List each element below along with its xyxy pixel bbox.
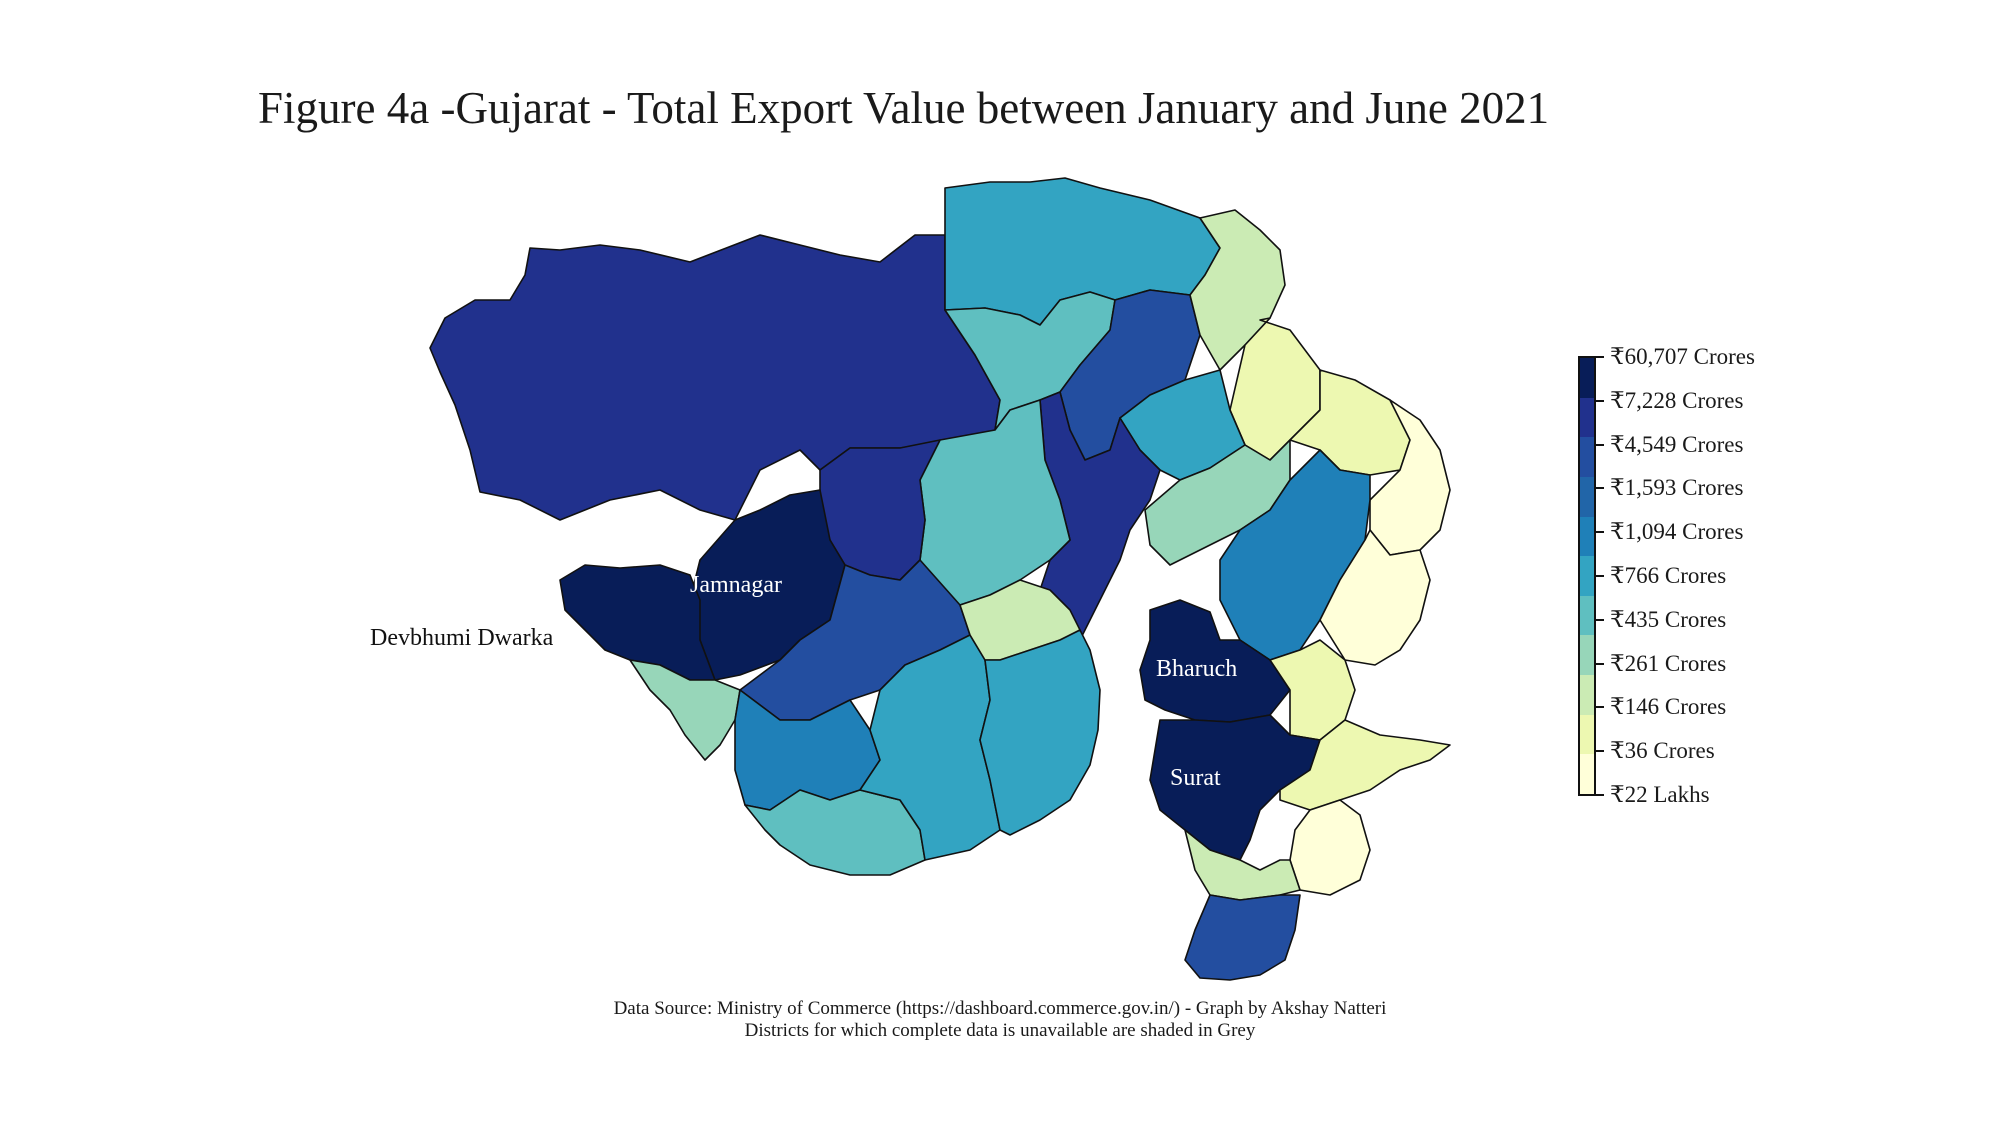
legend-swatch — [1580, 358, 1594, 398]
footer: Data Source: Ministry of Commerce (https… — [0, 998, 2000, 1042]
legend-label: ₹261 Crores — [1610, 650, 1727, 676]
legend-tick — [1596, 794, 1604, 796]
legend-swatch — [1580, 397, 1594, 438]
legend-swatch — [1580, 437, 1594, 477]
district-dang — [1289, 799, 1371, 896]
legend-label: ₹4,549 Crores — [1610, 431, 1744, 457]
map-title: Figure 4a -Gujarat - Total Export Value … — [258, 83, 1550, 133]
legend-label: ₹435 Crores — [1610, 606, 1727, 632]
legend-tick — [1596, 706, 1604, 709]
legend-swatch — [1580, 714, 1594, 755]
legend-label: ₹36 Crores — [1610, 738, 1715, 764]
legend-swatch — [1580, 476, 1594, 517]
district-narmada — [1269, 639, 1356, 741]
district-bhavnagar — [979, 629, 1101, 836]
legend-tick — [1596, 575, 1604, 577]
unavailable-data-note: Districts for which complete data is una… — [744, 1020, 1256, 1041]
legend-label: ₹1,094 Crores — [1610, 519, 1744, 545]
legend-tick — [1596, 487, 1604, 490]
legend-label: ₹146 Crores — [1610, 694, 1727, 720]
legend-tick — [1596, 662, 1604, 665]
legend-label: ₹60,707 Crores — [1610, 344, 1755, 369]
legend-label: ₹1,593 Crores — [1610, 475, 1744, 501]
data-source-note: Data Source: Ministry of Commerce (https… — [613, 998, 1387, 1019]
legend-tick — [1596, 531, 1604, 534]
map-label-jamnagar: Jamnagar — [690, 572, 782, 598]
map-label-bharuch: Bharuch — [1156, 656, 1237, 682]
district-navsari — [1184, 829, 1301, 901]
district-valsad — [1184, 894, 1301, 981]
district-tapi — [1279, 719, 1451, 811]
legend-swatch — [1580, 635, 1594, 676]
map-label-devbhumi-dwarka: Devbhumi Dwarka — [370, 625, 554, 651]
legend-label: ₹7,228 Crores — [1610, 387, 1744, 413]
map-label-surat: Surat — [1170, 765, 1221, 791]
legend-tick — [1596, 750, 1604, 753]
legend-swatch — [1580, 516, 1594, 557]
district-porbandar — [629, 659, 741, 761]
legend-swatch — [1580, 595, 1594, 636]
legend-label: ₹22 Lakhs — [1610, 782, 1710, 807]
legend-tick — [1596, 356, 1604, 358]
legend-swatch — [1580, 675, 1594, 715]
legend-label: ₹766 Crores — [1610, 563, 1727, 588]
legend-tick — [1596, 618, 1604, 621]
legend-swatch — [1580, 556, 1594, 596]
district-surat — [1149, 714, 1321, 861]
district-chhota-udaipur — [1319, 529, 1431, 666]
legend-tick — [1596, 399, 1604, 402]
legend-swatch — [1580, 754, 1594, 795]
legend-tick — [1596, 443, 1604, 446]
legend-colorbar — [1578, 356, 1596, 796]
